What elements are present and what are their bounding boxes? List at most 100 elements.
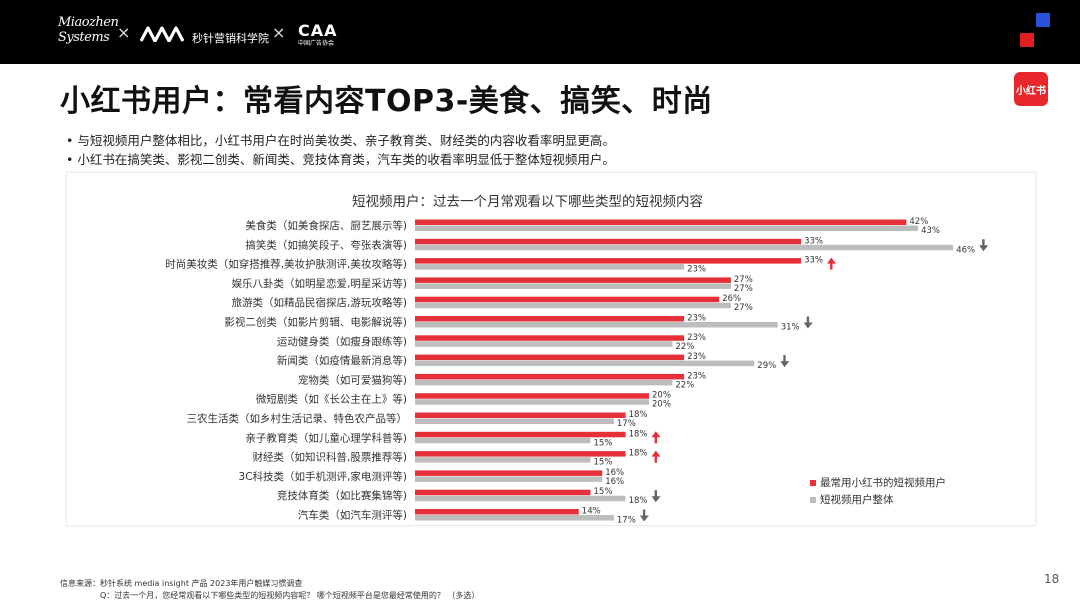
- data-label-overall: 23%: [687, 265, 706, 275]
- data-label-xiaohongshu: 16%: [605, 468, 624, 478]
- category-label: 亲子教育类（如儿童心理学科普等): [245, 431, 407, 444]
- data-label-xiaohongshu: 23%: [687, 333, 706, 343]
- top-bar: Miaozhen Systems × 秒针营销科学院 × CAA 中国广告协会: [0, 0, 1080, 64]
- data-label-overall: 29%: [757, 361, 776, 371]
- arrow-down-icon: [979, 239, 989, 252]
- arrow-up-icon: [651, 431, 661, 444]
- data-label-xiaohongshu: 23%: [687, 371, 706, 381]
- bar-overall: [415, 437, 591, 444]
- bar-overall: [415, 379, 673, 386]
- legend-label-overall: 短视频用户整体: [820, 493, 894, 506]
- bullet-point: • 小红书在搞笑类、影视二创类、新闻类、竞技体育类，汽车类的收看率明显低于整体短…: [66, 152, 615, 167]
- category-label: 汽车类（如汽车测评等): [298, 509, 407, 522]
- summary-bullets: • 与短视频用户整体相比，小红书用户在时尚美妆类、亲子教育类、财经类的内容收看率…: [66, 131, 615, 169]
- bar-xiaohongshu: [415, 354, 685, 361]
- data-label-overall: 17%: [617, 419, 636, 429]
- bar-overall: [415, 399, 649, 405]
- question-note: Q：过去一个月，您经常观看以下哪些类型的短视频内容呢？ 哪个短视频平台是您最经常…: [100, 591, 480, 600]
- data-label-xiaohongshu: 23%: [687, 314, 706, 324]
- academy-logo-icon: [140, 26, 184, 42]
- category-label: 美食类（如美食探店、厨艺展示等): [245, 219, 407, 232]
- bar-xiaohongshu: [415, 393, 649, 399]
- bar-xiaohongshu: [415, 258, 802, 264]
- data-label-xiaohongshu: 18%: [629, 449, 648, 459]
- arrow-up-icon: [827, 257, 837, 270]
- category-label: 影视二创类（如影片剪辑、电影解说等): [224, 316, 407, 329]
- bar-xiaohongshu: [415, 470, 603, 476]
- arrow-down-icon: [780, 355, 790, 368]
- arrow-up-icon: [651, 450, 661, 463]
- bar-xiaohongshu: [415, 373, 685, 380]
- category-label: 3C科技类（如手机测评,家电测评等): [239, 470, 407, 483]
- data-label-xiaohongshu: 26%: [722, 294, 741, 304]
- data-label-overall: 18%: [629, 496, 648, 506]
- chart-title: 短视频用户：过去一个月常观看以下哪些类型的短视频内容: [352, 194, 703, 210]
- bar-overall: [415, 225, 919, 231]
- data-label-overall: 15%: [594, 438, 613, 448]
- legend-swatch-overall: [810, 497, 816, 503]
- data-label-overall: 46%: [956, 245, 975, 255]
- separator-x: ×: [117, 23, 131, 42]
- footer-notes: 信息来源：秒针系统 media insight 产品 2023年用户触媒习惯调查…: [60, 578, 479, 602]
- data-label-xiaohongshu: 42%: [909, 217, 928, 227]
- category-label: 三农生活类（如乡村生活记录、特色农产品等）: [187, 412, 408, 425]
- academy-name: 秒针营销科学院: [192, 32, 269, 45]
- category-label: 竞技体育类（如比赛集锦等): [277, 489, 407, 502]
- category-label: 旅游类（如精品民宿探店,游玩攻略等): [232, 296, 407, 309]
- data-label-overall: 27%: [734, 284, 753, 294]
- arrow-down-icon: [803, 316, 813, 329]
- category-label: 微短剧类（如《长公主在上》等): [256, 393, 407, 406]
- bar-xiaohongshu: [415, 451, 626, 457]
- category-label: 宠物类（如可爱猫狗等): [298, 373, 407, 386]
- legend-label-xiaohongshu: 最常用小红书的短视频用户: [820, 476, 946, 489]
- bar-xiaohongshu: [415, 316, 685, 322]
- legend-swatch-xiaohongshu: [810, 480, 816, 486]
- bar-overall: [415, 515, 614, 521]
- bar-overall: [415, 264, 685, 270]
- bar-xiaohongshu: [415, 296, 720, 303]
- bar-overall: [415, 495, 626, 502]
- data-label-xiaohongshu: 23%: [687, 352, 706, 362]
- bar-xiaohongshu: [415, 412, 626, 418]
- bar-xiaohongshu: [415, 219, 907, 225]
- bar-xiaohongshu: [415, 277, 731, 283]
- data-label-overall: 16%: [605, 477, 624, 487]
- bar-overall: [415, 283, 731, 289]
- separator-x: ×: [272, 23, 286, 42]
- category-label: 搞笑类（如搞笑段子、夸张表演等): [245, 238, 407, 251]
- bar-overall: [415, 418, 614, 424]
- bar-overall: [415, 341, 673, 347]
- page-title: 小红书用户：常看内容TOP3-美食、搞笑、时尚: [60, 84, 713, 119]
- data-label-overall: 43%: [921, 226, 940, 236]
- source-note: 信息来源：秒针系统 media insight 产品 2023年用户触媒习惯调查: [60, 579, 303, 588]
- bar-overall: [415, 476, 603, 482]
- bar-overall: [415, 244, 954, 251]
- bar-xiaohongshu: [415, 489, 591, 496]
- blue-square-decoration: [1036, 13, 1050, 27]
- bar-xiaohongshu: [415, 431, 626, 438]
- category-label: 新闻类（如疫情最新消息等): [277, 354, 407, 367]
- bar-overall: [415, 302, 731, 309]
- data-label-xiaohongshu: 33%: [804, 236, 823, 246]
- data-label-overall: 22%: [675, 342, 694, 352]
- caa-logo: CAA 中国广告协会: [298, 21, 338, 48]
- bar-xiaohongshu: [415, 238, 802, 245]
- data-label-xiaohongshu: 14%: [582, 507, 601, 517]
- arrow-down-icon: [639, 509, 649, 522]
- data-label-xiaohongshu: 27%: [734, 275, 753, 285]
- bar-overall: [415, 457, 591, 463]
- miaozhen-logo: Miaozhen Systems: [58, 15, 119, 45]
- data-label-overall: 22%: [675, 380, 694, 390]
- data-label-xiaohongshu: 18%: [629, 410, 648, 420]
- bar-xiaohongshu: [415, 509, 579, 515]
- bar-overall: [415, 360, 755, 367]
- bar-xiaohongshu: [415, 335, 685, 341]
- bullet-point: • 与短视频用户整体相比，小红书用户在时尚美妆类、亲子教育类、财经类的内容收看率…: [66, 133, 615, 148]
- data-label-overall: 15%: [594, 458, 613, 468]
- xiaohongshu-logo: 小红书: [1014, 72, 1048, 106]
- red-square-decoration: [1020, 33, 1034, 47]
- data-label-overall: 27%: [734, 303, 753, 313]
- category-label: 时尚美妆类（如穿搭推荐,美妆护肤测评,美妆攻略等): [165, 258, 407, 271]
- data-label-overall: 31%: [781, 323, 800, 333]
